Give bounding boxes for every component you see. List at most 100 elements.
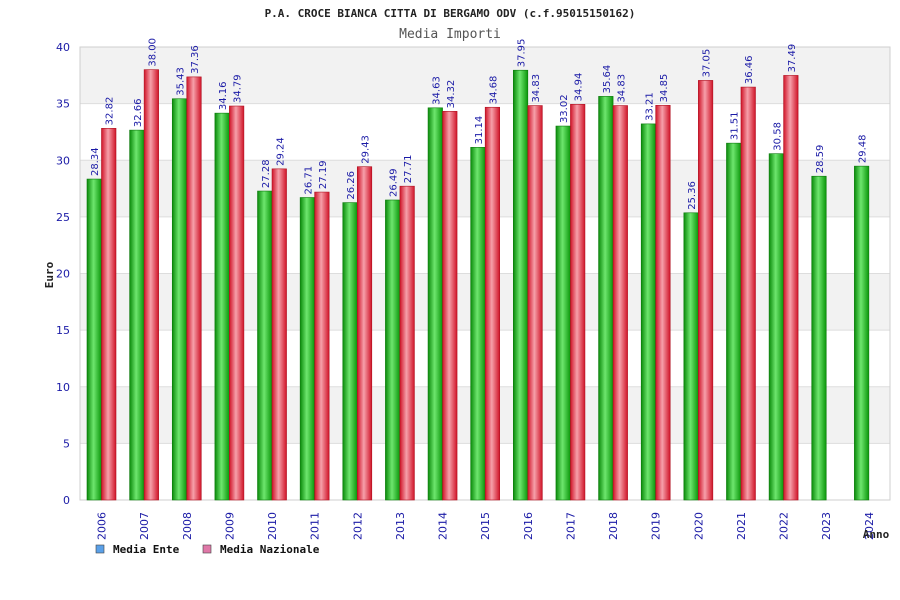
- data-label-ente: 35.64: [602, 65, 613, 94]
- x-tick-label: 2017: [564, 512, 577, 540]
- data-label-ente: 28.34: [90, 147, 101, 176]
- bar-nazionale: [655, 105, 671, 501]
- x-tick-label: 2008: [181, 512, 194, 540]
- bar-ente: [214, 112, 230, 501]
- bar-ente: [768, 153, 784, 501]
- data-label-ente: 37.95: [517, 39, 528, 68]
- x-tick-label: 2009: [223, 512, 236, 540]
- x-tick-label: 2013: [394, 512, 407, 540]
- bar-ente: [640, 123, 657, 501]
- data-label-ente: 31.51: [730, 112, 741, 141]
- data-label-nazionale: 27.19: [318, 160, 329, 189]
- bar-ente: [342, 202, 358, 501]
- y-tick-label: 0: [63, 494, 70, 507]
- bar-nazionale: [356, 166, 373, 501]
- data-label-ente: 35.43: [176, 67, 187, 96]
- data-label-nazionale: 29.43: [361, 135, 372, 164]
- chart-subtitle: Media Importi: [399, 27, 501, 42]
- y-axis-label: Euro: [43, 261, 56, 288]
- data-label-ente: 28.59: [815, 145, 826, 174]
- bar-ente: [854, 165, 870, 501]
- x-tick-label: 2010: [266, 512, 279, 540]
- y-tick-label: 40: [56, 41, 70, 54]
- bar-nazionale: [612, 105, 628, 501]
- plot-area: 0 5 10 15 20 25 30 35 40 28.34 32.82 2006 32.66 38.00…: [56, 38, 891, 540]
- bar-ente: [171, 98, 188, 501]
- bar-nazionale: [271, 168, 287, 501]
- x-tick-label: 2021: [735, 512, 748, 540]
- bar-ente: [129, 129, 145, 501]
- x-tick-label: 2012: [351, 512, 364, 540]
- bar-ente: [86, 178, 102, 501]
- data-label-nazionale: 37.49: [787, 44, 798, 73]
- bar-nazionale: [484, 106, 500, 501]
- x-tick-label: 2023: [820, 512, 833, 540]
- data-label-ente: 25.36: [687, 181, 698, 210]
- y-tick-label: 5: [63, 437, 70, 450]
- x-tick-label: 2016: [522, 512, 535, 540]
- data-label-ente: 27.28: [261, 159, 272, 188]
- data-label-ente: 33.21: [644, 92, 655, 121]
- bar-ente: [726, 142, 742, 501]
- data-label-ente: 32.66: [133, 98, 144, 127]
- data-label-ente: 26.49: [389, 168, 400, 197]
- bar-nazionale: [698, 80, 714, 501]
- data-label-nazionale: 34.94: [574, 73, 585, 102]
- bar-nazionale: [527, 105, 543, 501]
- data-label-nazionale: 29.24: [275, 137, 286, 166]
- x-tick-label: 2020: [692, 512, 705, 540]
- bar-nazionale: [229, 105, 245, 501]
- data-label-nazionale: 32.82: [105, 97, 116, 126]
- x-tick-label: 2018: [607, 512, 620, 540]
- data-label-ente: 30.58: [772, 122, 783, 151]
- bar-nazionale: [399, 185, 415, 501]
- bar-nazionale: [186, 76, 202, 501]
- y-tick-label: 25: [56, 211, 70, 224]
- data-label-nazionale: 27.71: [403, 155, 414, 184]
- bar-nazionale: [740, 86, 756, 501]
- data-label-nazionale: 37.36: [190, 45, 201, 74]
- data-label-ente: 34.63: [431, 76, 442, 105]
- bar-ente: [470, 147, 486, 501]
- legend-swatch-nazionale: [202, 544, 212, 554]
- data-label-nazionale: 34.68: [488, 76, 499, 105]
- bar-ente: [555, 125, 571, 501]
- x-tick-label: 2014: [437, 512, 450, 540]
- bar-ente: [299, 197, 315, 501]
- data-label-ente: 31.14: [474, 116, 485, 145]
- data-label-nazionale: 36.46: [744, 55, 755, 84]
- bar-ente: [427, 107, 443, 501]
- x-tick-label: 2011: [309, 512, 322, 540]
- bar-nazionale: [314, 191, 330, 501]
- legend-label-nazionale: Media Nazionale: [220, 543, 320, 556]
- data-label-ente: 34.16: [218, 81, 229, 110]
- y-tick-label: 15: [56, 324, 70, 337]
- bar-nazionale: [143, 69, 159, 501]
- data-label-nazionale: 34.85: [659, 74, 670, 103]
- x-tick-label: 2022: [778, 512, 791, 540]
- x-tick-label: 2007: [138, 512, 151, 540]
- bar-nazionale: [783, 75, 799, 501]
- x-tick-label: 2019: [650, 512, 663, 540]
- data-label-ente: 26.26: [346, 171, 357, 200]
- y-tick-label: 10: [56, 381, 70, 394]
- x-tick-label: 2006: [96, 512, 109, 540]
- bar-ente: [598, 96, 614, 501]
- data-label-ente: 29.48: [858, 134, 869, 163]
- y-tick-label: 35: [56, 98, 70, 111]
- bar-ente: [683, 212, 699, 501]
- legend: Media Ente Media Nazionale: [95, 543, 320, 556]
- bar-nazionale: [442, 111, 458, 501]
- data-label-nazionale: 38.00: [147, 38, 158, 67]
- bar-ente: [257, 190, 273, 501]
- data-label-nazionale: 34.83: [616, 74, 627, 103]
- data-label-nazionale: 34.32: [446, 80, 457, 109]
- data-label-nazionale: 34.83: [531, 74, 542, 103]
- bar-ente: [811, 175, 827, 501]
- bar-ente: [385, 199, 401, 501]
- x-tick-label: 2024: [863, 512, 876, 540]
- bar-ente: [513, 69, 529, 501]
- y-tick-label: 20: [56, 268, 70, 281]
- y-tick-label: 30: [56, 154, 70, 167]
